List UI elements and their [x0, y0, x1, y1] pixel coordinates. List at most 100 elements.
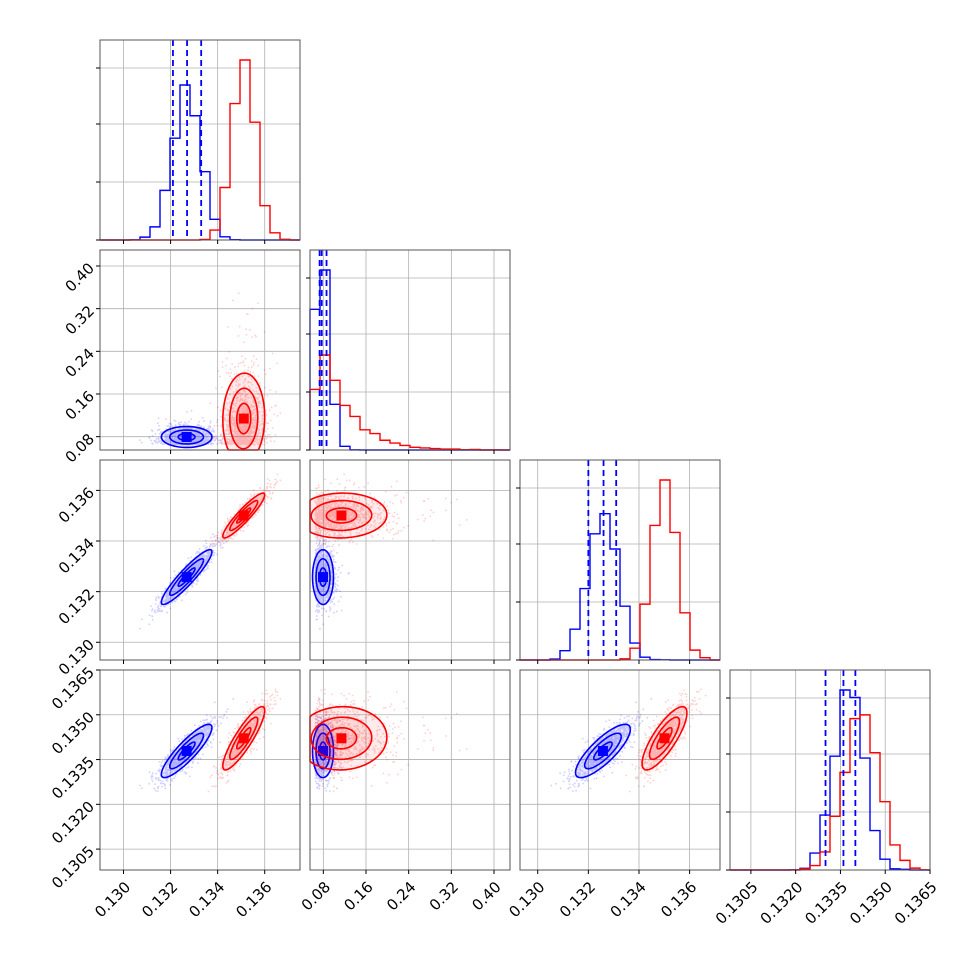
scatter-point — [243, 341, 245, 344]
scatter-point — [252, 489, 255, 492]
scatter-point — [269, 492, 271, 495]
scatter-point — [230, 537, 233, 540]
scatter-point — [155, 596, 158, 599]
scatter-point — [150, 605, 153, 608]
scatter-point — [151, 618, 154, 621]
scatter-point — [258, 382, 261, 385]
scatter-point — [319, 539, 322, 542]
scatter-point — [246, 497, 249, 500]
scatter-point — [194, 439, 197, 442]
scatter-point — [226, 441, 229, 444]
scatter-point — [245, 328, 247, 330]
scatter-point — [320, 607, 323, 610]
scatter-point — [179, 436, 182, 439]
scatter-point — [173, 570, 176, 573]
scatter-point — [269, 367, 271, 370]
scatter-point — [157, 604, 160, 607]
scatter-point — [266, 496, 269, 499]
scatter-point — [187, 420, 190, 423]
density-peak — [181, 431, 192, 442]
scatter-point — [247, 366, 250, 369]
scatter-point — [263, 330, 266, 333]
scatter-point — [141, 618, 143, 621]
scatter-point — [338, 544, 340, 546]
scatter-point — [338, 566, 340, 569]
scatter-point — [175, 443, 178, 446]
scatter-point — [157, 428, 160, 431]
scatter-point — [185, 563, 188, 565]
scatter-point — [177, 422, 180, 425]
scatter-point — [157, 607, 160, 609]
scatter-point — [185, 441, 187, 444]
scatter-point — [264, 430, 267, 433]
scatter-point — [335, 573, 337, 576]
scatter-point — [210, 430, 213, 432]
scatter-point — [154, 598, 157, 601]
scatter-point — [334, 582, 337, 585]
scatter-point — [215, 539, 217, 542]
scatter-point — [201, 442, 204, 445]
scatter-point — [221, 366, 224, 369]
scatter-point — [265, 422, 268, 425]
scatter-point — [197, 423, 199, 426]
scatter-point — [173, 438, 176, 441]
scatter-point — [170, 425, 173, 428]
scatter-point — [273, 413, 275, 416]
scatter-point — [268, 409, 271, 412]
scatter-point — [220, 433, 222, 436]
scatter-point — [323, 608, 326, 611]
scatter-point — [236, 372, 238, 375]
scatter-point — [316, 547, 319, 550]
scatter-point — [266, 485, 269, 488]
scatter-point — [333, 611, 335, 614]
scatter-point — [166, 434, 169, 437]
scatter-point — [214, 544, 217, 547]
scatter-point — [190, 556, 193, 559]
scatter-point — [148, 437, 151, 439]
scatter-point — [255, 513, 257, 516]
scatter-point — [316, 608, 318, 611]
scatter-point — [202, 439, 205, 442]
scatter-point — [237, 365, 239, 368]
scatter-point — [239, 529, 242, 532]
scatter-point — [263, 443, 266, 446]
scatter-point — [334, 576, 337, 579]
scatter-point — [205, 440, 207, 443]
scatter-point — [207, 425, 210, 428]
scatter-point — [348, 572, 350, 574]
scatter-point — [255, 358, 258, 360]
scatter-point — [175, 439, 178, 442]
scatter-point — [186, 591, 189, 594]
scatter-point — [169, 441, 172, 444]
scatter-point — [204, 438, 207, 441]
scatter-point — [266, 434, 269, 436]
scatter-point — [169, 442, 172, 445]
scatter-point — [227, 372, 230, 374]
scatter-point — [170, 423, 173, 426]
scatter-point — [160, 430, 163, 433]
scatter-point — [158, 428, 161, 431]
scatter-point — [169, 607, 172, 610]
scatter-point — [271, 491, 274, 494]
scatter-point — [174, 420, 177, 423]
scatter-point — [204, 439, 207, 442]
scatter-point — [212, 542, 215, 545]
scatter-point — [243, 526, 246, 529]
scatter-point — [173, 419, 176, 422]
scatter-point — [174, 574, 177, 577]
scatter-point — [215, 543, 218, 546]
scatter-point — [190, 410, 193, 412]
scatter-point — [331, 601, 334, 603]
scatter-point — [253, 375, 256, 377]
scatter-point — [159, 440, 161, 442]
scatter-point — [198, 548, 201, 550]
scatter-point — [221, 361, 224, 363]
scatter-point — [266, 441, 269, 444]
scatter-point — [175, 438, 178, 441]
scatter-point — [204, 441, 207, 444]
scatter-point — [315, 615, 318, 617]
scatter-point — [160, 609, 163, 612]
scatter-point — [213, 553, 215, 556]
scatter-point — [211, 427, 214, 430]
scatter-point — [216, 438, 219, 440]
